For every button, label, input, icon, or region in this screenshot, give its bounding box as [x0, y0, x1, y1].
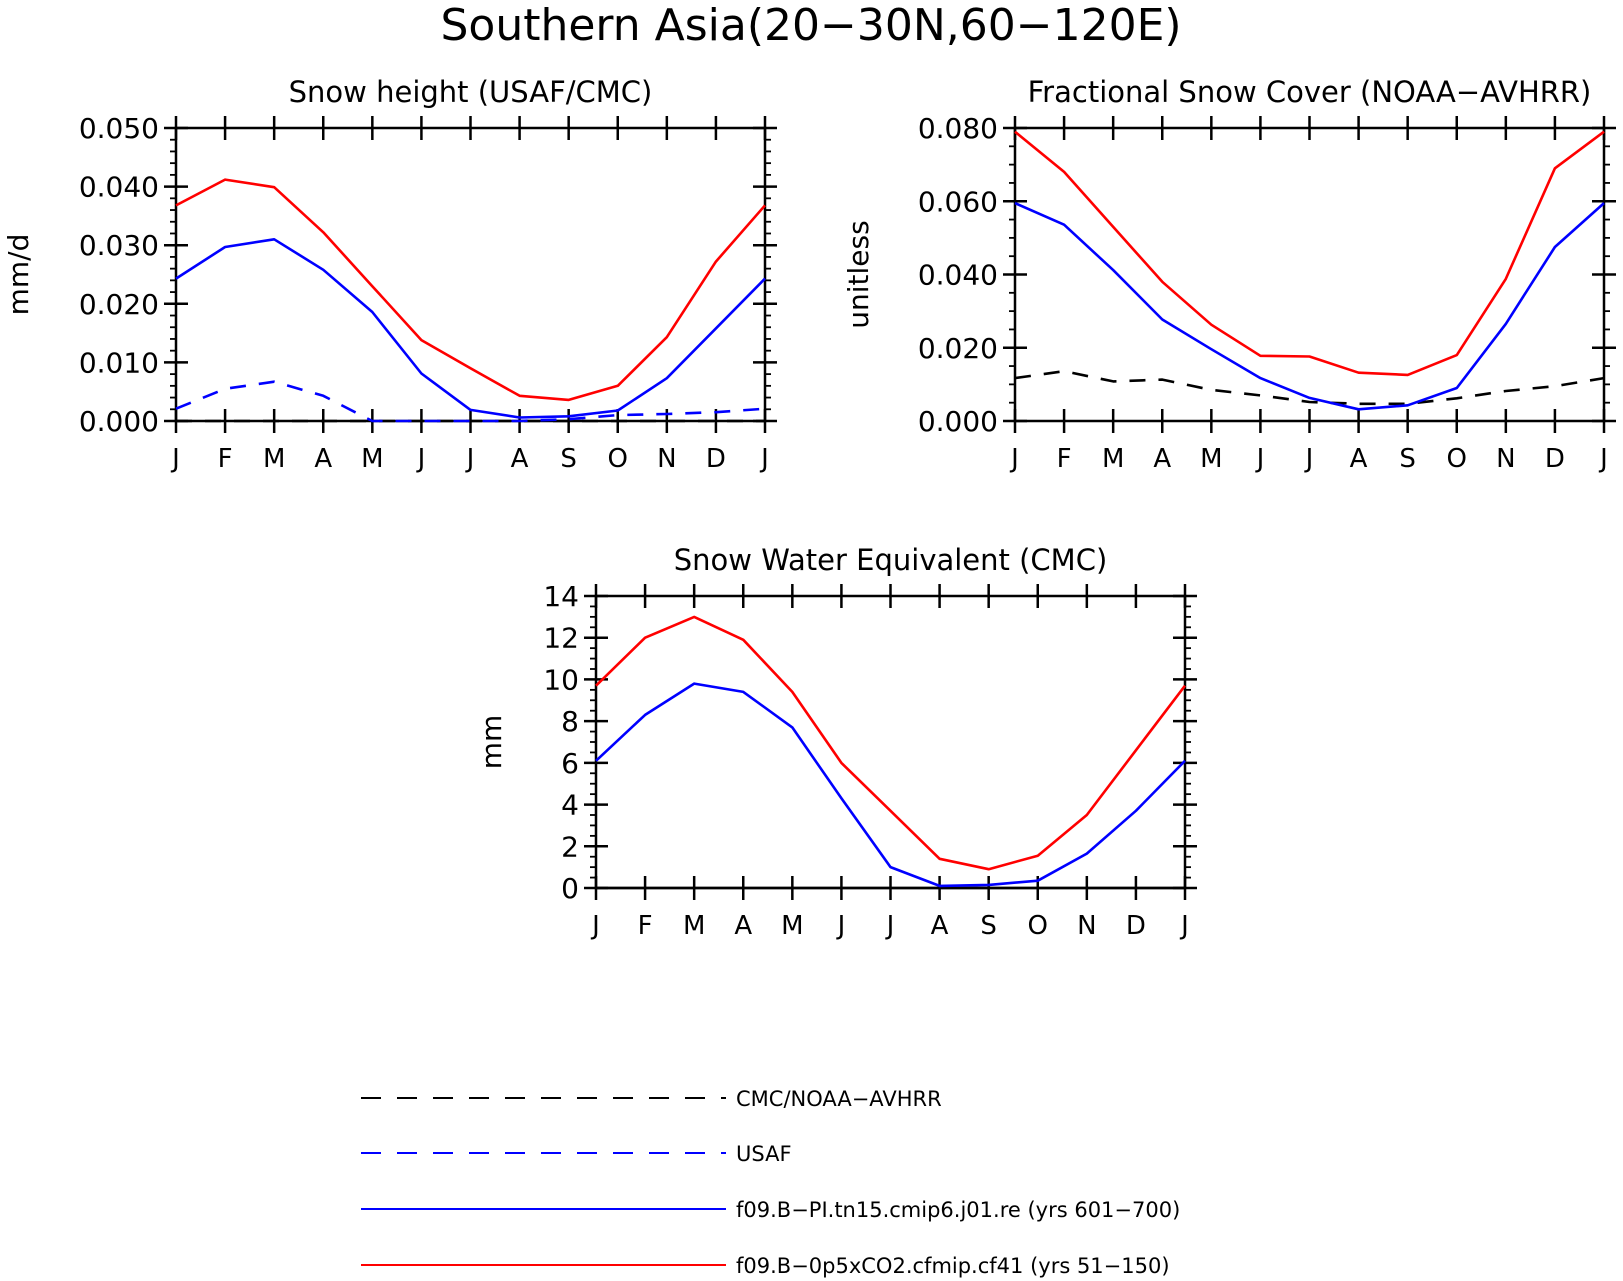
- y-tick-label: 0.020: [918, 332, 998, 365]
- x-tick-label: J: [1255, 444, 1265, 474]
- x-tick-label: J: [416, 444, 426, 474]
- x-tick-label: M: [361, 444, 383, 474]
- y-tick-label: 0.000: [918, 405, 998, 438]
- x-tick-label: O: [1447, 444, 1467, 474]
- x-tick-label: M: [263, 444, 285, 474]
- y-tick-label: 0.080: [918, 112, 998, 145]
- legend: CMC/NOAA−AVHRR USAF f09.B−PI.tn15.cmip6.j0…: [361, 1087, 1180, 1278]
- x-tick-label: O: [608, 444, 628, 474]
- legend-label-4: f09.B−0p5xCO2.cfmip.cf41 (yrs 51−150): [736, 1254, 1170, 1278]
- x-tick-label: J: [465, 444, 475, 474]
- x-tick-label: M: [1102, 444, 1124, 474]
- x-tick-label: D: [1545, 444, 1565, 474]
- panel-title: Fractional Snow Cover (NOAA−AVHRR): [1028, 75, 1592, 109]
- y-tick-label: 8: [561, 705, 579, 738]
- x-tick-label: J: [885, 911, 895, 941]
- x-tick-label: A: [314, 444, 332, 474]
- series-line-3: [175, 238, 766, 419]
- x-tick-label: M: [683, 911, 705, 941]
- series-line-2: [1014, 201, 1605, 411]
- y-tick-label: 0.000: [79, 405, 159, 438]
- chart-panel-2: Fractional Snow Cover (NOAA−AVHRR) unitle…: [842, 75, 1616, 474]
- x-tick-label: J: [1009, 444, 1019, 474]
- x-tick-label: M: [781, 911, 803, 941]
- x-tick-label: F: [218, 444, 233, 474]
- y-axis-label: mm: [475, 715, 508, 770]
- y-tick-label: 4: [561, 789, 579, 822]
- legend-label-2: USAF: [736, 1142, 792, 1166]
- y-tick-label: 2: [561, 830, 579, 863]
- axis-frame: [1013, 126, 1606, 423]
- x-tick-label: A: [511, 444, 529, 474]
- x-tick-label: N: [657, 444, 676, 474]
- x-tick-label: A: [1153, 444, 1171, 474]
- y-tick-label: 0.020: [79, 288, 159, 321]
- x-tick-label: S: [560, 444, 577, 474]
- series-line-3: [595, 615, 1187, 871]
- x-tick-label: S: [1399, 444, 1416, 474]
- y-tick-label: 0.060: [918, 185, 998, 218]
- panel-title: Snow Water Equivalent (CMC): [674, 543, 1108, 577]
- series-line-2: [595, 682, 1186, 888]
- x-tick-label: F: [1057, 444, 1072, 474]
- axis-frame: [174, 126, 767, 423]
- x-tick-label: S: [980, 911, 997, 941]
- x-tick-label: J: [170, 444, 180, 474]
- x-tick-label: A: [1350, 444, 1368, 474]
- y-tick-label: 0.040: [918, 259, 998, 292]
- y-tick-label: 0.040: [79, 171, 159, 204]
- y-tick-label: 0: [561, 872, 579, 905]
- x-tick-label: J: [1598, 444, 1608, 474]
- x-tick-label: M: [1200, 444, 1222, 474]
- y-axis-label: unitless: [842, 220, 875, 328]
- x-tick-label: J: [1179, 911, 1189, 941]
- y-tick-label: 0.030: [79, 229, 159, 262]
- y-tick-label: 0.010: [79, 346, 159, 379]
- series-line-3: [1014, 130, 1605, 377]
- y-tick-label: 6: [561, 747, 579, 780]
- x-tick-label: J: [590, 911, 600, 941]
- x-tick-label: F: [638, 911, 653, 941]
- chart-panel-3: Snow Water Equivalent (CMC) mm 0 2 4 6 8 10 12 14…: [475, 543, 1197, 941]
- figure-title: Southern Asia(20−30N,60−120E): [440, 0, 1181, 51]
- x-tick-label: J: [759, 444, 769, 474]
- x-tick-label: A: [931, 911, 949, 941]
- chart-panel-1: Snow height (USAF/CMC) mm/d 0.000 0.010 0.02…: [2, 75, 777, 474]
- series-line-1: [1014, 369, 1605, 406]
- series-line-2: [175, 380, 766, 423]
- x-tick-label: D: [706, 444, 726, 474]
- series-line-4: [175, 178, 766, 402]
- y-tick-label: 12: [543, 622, 579, 655]
- x-tick-label: D: [1126, 911, 1146, 941]
- x-tick-label: J: [1304, 444, 1314, 474]
- x-tick-label: O: [1028, 911, 1048, 941]
- x-tick-label: N: [1496, 444, 1515, 474]
- panel-title: Snow height (USAF/CMC): [289, 75, 653, 109]
- x-tick-label: N: [1077, 911, 1096, 941]
- x-tick-label: A: [734, 911, 752, 941]
- y-tick-label: 14: [543, 580, 579, 613]
- legend-label-3: f09.B−PI.tn15.cmip6.j01.re (yrs 601−700): [736, 1198, 1180, 1222]
- y-tick-label: 0.050: [79, 112, 159, 145]
- y-tick-label: 10: [543, 663, 579, 696]
- x-tick-label: J: [836, 911, 846, 941]
- legend-label-1: CMC/NOAA−AVHRR: [736, 1087, 942, 1111]
- y-axis-label: mm/d: [2, 234, 35, 316]
